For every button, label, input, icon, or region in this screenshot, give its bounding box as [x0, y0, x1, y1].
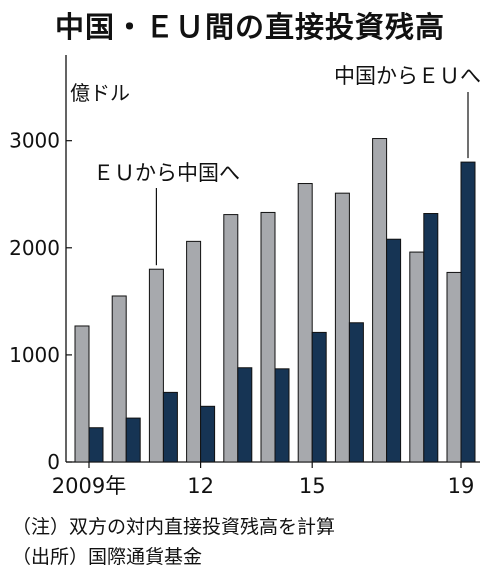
x-tick-label: 2009年	[52, 474, 126, 498]
bar-eu-to-china	[186, 240, 202, 463]
bar-eu-to-china	[74, 325, 90, 463]
bar-china-to-eu	[460, 161, 476, 463]
y-tick-label: 0	[47, 450, 60, 474]
bar-eu-to-china	[260, 211, 276, 463]
footnote: （注）双方の対内直接投資残高を計算	[12, 516, 336, 538]
x-tick-label: 15	[299, 474, 326, 498]
bar-eu-to-china	[446, 271, 462, 463]
bar-chart: 0 1000 2000 3000 億ドル 2009年 12 15 19 ＥＵから中国へ 中国からＥ…	[9, 55, 481, 498]
callout-label-eu-to-china: ＥＵから中国へ	[93, 161, 240, 185]
y-axis-label: 億ドル	[70, 81, 130, 105]
x-tick-label: 19	[448, 474, 475, 498]
bar-china-to-eu	[88, 427, 104, 463]
bar-eu-to-china	[223, 214, 239, 463]
bar-china-to-eu	[348, 322, 364, 463]
bar-china-to-eu	[423, 213, 439, 463]
bar-eu-to-china	[111, 295, 127, 463]
bar-china-to-eu	[386, 238, 402, 463]
bar-eu-to-china	[409, 251, 425, 463]
chart-title: 中国・ＥＵ間の直接投資残高	[54, 10, 445, 44]
bar-china-to-eu	[274, 368, 290, 463]
bar-eu-to-china	[372, 138, 388, 463]
y-tick-label: 2000	[9, 236, 60, 260]
bar-eu-to-china	[148, 268, 164, 463]
bar-china-to-eu	[237, 367, 253, 463]
y-tick-label: 3000	[9, 129, 60, 153]
source-note: （出所）国際通貨基金	[12, 546, 203, 568]
axes: 0 1000 2000 3000 億ドル 2009年 12 15 19	[9, 55, 480, 498]
bar-china-to-eu	[200, 405, 216, 463]
callouts: ＥＵから中国へ 中国からＥＵへ	[93, 64, 481, 266]
bar-china-to-eu	[162, 391, 178, 463]
bar-eu-to-china	[334, 192, 350, 463]
bar-china-to-eu	[125, 417, 141, 463]
bar-china-to-eu	[311, 331, 327, 463]
bars	[74, 138, 476, 463]
callout-label-china-to-eu: 中国からＥＵへ	[334, 64, 481, 88]
y-tick-label: 1000	[9, 343, 60, 367]
x-tick-label: 12	[187, 474, 214, 498]
bar-eu-to-china	[297, 183, 313, 463]
